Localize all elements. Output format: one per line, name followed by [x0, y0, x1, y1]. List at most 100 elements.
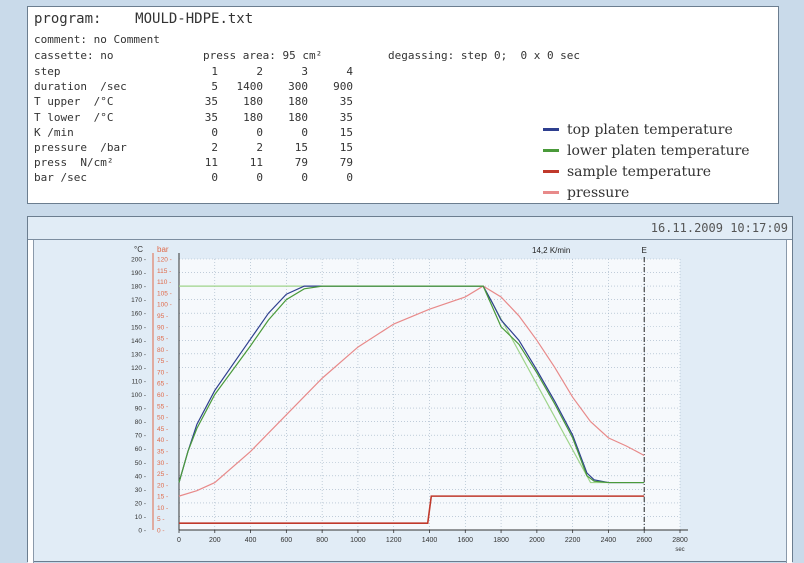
y-tick-label-left: 150 - — [131, 324, 146, 331]
legend-swatch — [543, 128, 559, 131]
y-tick-label-bar: 75 - — [157, 358, 168, 365]
table-row-label: T lower /°C — [34, 110, 114, 124]
y-tick-label-bar: 55 - — [157, 403, 168, 410]
series-line-pressure — [178, 285, 645, 497]
y-tick-label-left: 20 - — [135, 500, 146, 507]
chart-right-border — [786, 240, 792, 563]
y-axis-unit-left: °C — [134, 245, 143, 254]
program-info-panel: program: MOULD-HDPE.txt comment: no Comm… — [27, 6, 779, 204]
legend-swatch — [543, 149, 559, 152]
table-row-label: bar /sec — [34, 171, 87, 185]
process-chart: 0 - 10 - 20 - 30 - 40 - 50 - 60 - 70 - 80 - 90 - 1… — [131, 245, 688, 553]
table-cell: 0 — [256, 171, 263, 185]
table-cell: 0 — [211, 171, 218, 185]
series-line-sample — [179, 495, 645, 525]
table-cell: 15 — [339, 125, 353, 139]
table-cell: 0 — [301, 125, 308, 139]
legend-item-lower: lower platen temperature — [543, 140, 750, 161]
y-tick-label-left: 170 - — [131, 297, 146, 304]
y-tick-label-left: 110 - — [132, 378, 146, 385]
x-tick-label: 1800 — [493, 537, 509, 544]
legend-item-pressure: pressure — [543, 182, 750, 203]
y-tick-label-bar: 45 - — [157, 426, 168, 433]
x-tick-label: 0 — [177, 537, 181, 544]
y-tick-label-bar: 120 - — [157, 257, 172, 264]
y-tick-label-bar: 60 - — [157, 392, 168, 399]
y-tick-label-bar: 80 - — [157, 347, 168, 354]
table-cell: 0 — [211, 125, 218, 139]
table-row-label: duration /sec — [34, 80, 127, 94]
x-tick-label: 1200 — [386, 537, 402, 544]
table-cell: 0 — [256, 125, 263, 139]
x-tick-label: 1400 — [422, 537, 438, 544]
y-tick-label-left: 190 - — [131, 270, 146, 277]
press-area-line: press area: 95 cm² — [203, 49, 323, 62]
y-tick-label-left: 140 - — [131, 338, 146, 345]
y-tick-label-bar: 25 - — [157, 471, 168, 478]
table-cell: 3 — [301, 65, 308, 78]
y-tick-label-bar: 40 - — [157, 437, 168, 444]
y-tick-label-bar: 15 - — [157, 494, 168, 501]
table-row-label: T upper /°C — [34, 95, 114, 109]
y-tick-label-left: 200 - — [131, 257, 146, 264]
cassette-line: cassette: no — [34, 49, 114, 62]
table-cell: 0 — [346, 171, 353, 185]
y-tick-label-bar: 10 - — [157, 505, 168, 512]
y-tick-label-bar: 5 - — [157, 516, 165, 523]
degassing-line: degassing: step 0; 0 x 0 sec — [388, 49, 581, 62]
chart-left-border — [28, 240, 34, 563]
x-tick-label: 1000 — [350, 537, 366, 544]
table-cell: 4 — [346, 65, 353, 78]
table-cell: 1400 — [236, 80, 264, 94]
table-cell: 11 — [249, 156, 263, 170]
table-cell: 0 — [301, 171, 308, 185]
end-marker-label: E — [642, 246, 647, 255]
chart-panel: 16.11.2009 10:17:09 0 - 10 - 20 - 30 - 40 - 5… — [27, 216, 793, 563]
y-tick-label-left: 0 - — [138, 528, 146, 535]
table-row-label: K /min — [34, 125, 74, 139]
y-tick-label-bar: 50 - — [157, 415, 168, 422]
legend-item-top: top platen temperature — [543, 119, 750, 140]
timestamp: 16.11.2009 10:17:09 — [650, 221, 788, 235]
legend-item-sample: sample temperature — [543, 161, 750, 182]
x-tick-label: 2400 — [601, 537, 617, 544]
program-filename: MOULD-HDPE.txt — [135, 11, 254, 27]
table-cell: 35 — [339, 95, 353, 109]
rate-annotation: 14,2 K/min — [532, 246, 570, 255]
program-label: program: MOULD-HDPE.txt — [34, 11, 254, 27]
y-tick-label-bar: 100 - — [157, 302, 172, 309]
x-tick-label: 1600 — [457, 537, 473, 544]
x-tick-label: 2800 — [672, 537, 688, 544]
y-tick-label-bar: 20 - — [157, 482, 168, 489]
table-cell: 180 — [288, 95, 308, 109]
y-tick-label-bar: 70 - — [157, 369, 168, 376]
y-tick-label-left: 80 - — [135, 419, 146, 426]
y-tick-label-bar: 85 - — [157, 336, 168, 343]
y-tick-label-bar: 30 - — [157, 460, 168, 467]
x-tick-label: 2600 — [636, 537, 652, 544]
table-cell: 15 — [339, 141, 353, 154]
table-row-label: step — [34, 65, 61, 78]
y-tick-label-bar: 95 - — [157, 313, 168, 320]
legend-label: top platen temperature — [567, 121, 733, 138]
y-tick-label-left: 180 - — [131, 284, 146, 291]
y-tick-label-left: 30 - — [135, 487, 146, 494]
table-row-label: press N/cm² — [34, 156, 114, 170]
y-axis-unit-bar: bar — [157, 245, 169, 254]
x-tick-label: 800 — [316, 537, 328, 544]
legend-swatch — [543, 170, 559, 173]
table-cell: 1 — [211, 65, 218, 78]
table-cell: 35 — [339, 110, 353, 124]
y-tick-label-left: 130 - — [131, 351, 146, 358]
y-tick-label-left: 40 - — [135, 473, 146, 480]
table-cell: 180 — [243, 95, 263, 109]
y-tick-label-bar: 90 - — [157, 324, 168, 331]
y-tick-label-bar: 115 - — [157, 268, 171, 275]
y-tick-label-left: 10 - — [135, 514, 146, 521]
table-cell: 180 — [288, 110, 308, 124]
series-line-lower — [178, 285, 645, 484]
x-tick-label: 2200 — [565, 537, 581, 544]
x-tick-label: 600 — [281, 537, 293, 544]
x-tick-label: 2000 — [529, 537, 545, 544]
table-cell: 35 — [204, 110, 218, 124]
